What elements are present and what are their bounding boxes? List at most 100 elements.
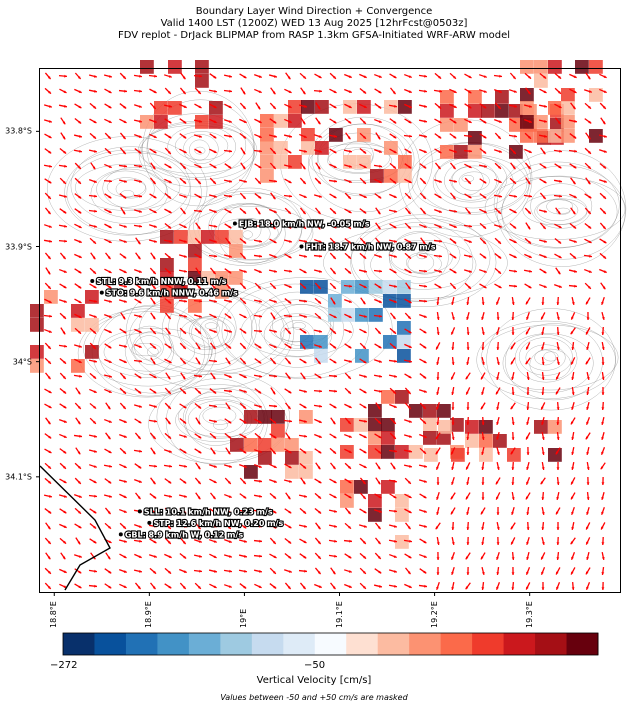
wind-arrow-head <box>571 392 575 395</box>
wind-arrow-head <box>93 120 97 123</box>
colorbar-swatch <box>314 633 347 655</box>
wind-arrow-head <box>93 270 96 274</box>
wind-arrow-head <box>481 527 485 530</box>
wind-arrow-head <box>407 571 411 575</box>
wind-arrow-head <box>153 210 157 213</box>
wind-arrow-head <box>124 164 127 168</box>
wind-arrow-head <box>465 496 469 500</box>
wind-arrow-head <box>123 479 127 483</box>
wind-arrow-head <box>393 120 397 124</box>
colorbar-frame <box>62 632 599 656</box>
wind-arrow-head <box>450 496 454 500</box>
wind-arrow-head <box>572 211 576 215</box>
wind-arrow-head <box>436 317 440 320</box>
wind-arrow-head <box>394 584 397 588</box>
wind-arrow-head <box>556 437 560 440</box>
wind-arrow-head <box>544 104 547 108</box>
wind-arrow-head <box>362 570 366 574</box>
wind-arrow-head <box>408 330 412 334</box>
wind-arrow-head <box>452 196 456 200</box>
convergence-cell <box>468 145 482 159</box>
wind-arrow-head <box>334 134 337 138</box>
wind-arrow-head <box>288 134 292 138</box>
wind-arrow-head <box>526 331 529 335</box>
wind-arrow-head <box>229 569 232 573</box>
wind-arrow-head <box>93 285 97 289</box>
wind-arrow-head <box>585 571 589 575</box>
terrain-contour <box>147 113 247 178</box>
wind-arrow-head <box>258 270 262 273</box>
wind-arrow-head <box>348 405 352 408</box>
station-dot <box>137 509 142 514</box>
wind-arrow-head <box>199 119 202 123</box>
wind-arrow-head <box>242 300 246 304</box>
wind-arrow-head <box>481 437 485 440</box>
wind-arrow-head <box>212 286 216 289</box>
wind-arrow-head <box>526 392 530 395</box>
wind-arrow-head <box>394 374 397 378</box>
convergence-cell <box>368 494 382 508</box>
station-dot <box>232 221 237 226</box>
wind-arrow-head <box>138 300 142 304</box>
wind-arrow-head <box>481 497 485 500</box>
wind-arrow-head <box>258 135 262 138</box>
terrain-contour <box>280 320 315 349</box>
wind-arrow-head <box>259 509 262 513</box>
wind-arrow-head <box>108 540 112 543</box>
wind-arrow-head <box>242 91 246 95</box>
wind-arrow-head <box>184 464 187 468</box>
wind-arrow-head <box>213 315 217 318</box>
wind-arrow-head <box>332 586 336 590</box>
wind-arrow-head <box>183 390 186 394</box>
wind-arrow-head <box>213 555 217 558</box>
colorbar-swatch <box>346 633 379 655</box>
wind-arrow-head <box>527 181 531 185</box>
wind-arrow-head <box>332 256 336 259</box>
terrain-contour <box>529 348 571 381</box>
terrain-contour <box>132 331 173 366</box>
colorbar-swatch <box>63 633 95 655</box>
convergence-cell <box>561 101 575 115</box>
wind-arrow-head <box>213 150 217 153</box>
wind-arrow-head <box>243 420 247 424</box>
wind-arrow-head <box>423 570 427 574</box>
wind-arrow-head <box>273 240 277 243</box>
wind-arrow-head <box>601 482 605 485</box>
x-tick-label: 18.8°E <box>49 601 59 628</box>
wind-arrow-head <box>153 195 157 199</box>
wind-arrow-head <box>168 585 172 589</box>
convergence-cell <box>314 280 328 294</box>
wind-arrow-head <box>197 466 201 470</box>
wind-arrow-head <box>183 330 186 334</box>
axis-ticks <box>36 130 531 596</box>
wind-arrow-head <box>332 241 336 244</box>
wind-arrow-head <box>572 181 576 185</box>
wind-arrow-head <box>197 91 201 94</box>
wind-arrow-head <box>481 467 485 470</box>
wind-arrow-head <box>107 135 111 139</box>
wind-arrow-head <box>242 286 246 289</box>
wind-arrow-head <box>528 150 532 153</box>
wind-arrow-head <box>257 106 261 110</box>
wind-arrow-head <box>394 359 397 363</box>
wind-arrow-head <box>496 451 500 455</box>
wind-arrow-head <box>48 104 52 108</box>
wind-arrow-head <box>108 494 112 498</box>
wind-arrow-head <box>257 211 261 215</box>
wind-arrow-head <box>409 449 412 453</box>
wind-arrow-head <box>78 330 81 334</box>
wind-arrow-head <box>77 391 81 395</box>
wind-arrow-head <box>466 332 470 335</box>
wind-arrow-head <box>303 450 307 454</box>
terrain-contour <box>536 199 579 221</box>
wind-arrow-head <box>409 359 412 363</box>
wind-arrow-head <box>272 226 276 230</box>
convergence-cell <box>368 418 382 432</box>
convergence-cell <box>437 404 451 418</box>
wind-arrow-head <box>588 90 592 93</box>
wind-arrow-head <box>573 255 577 259</box>
wind-arrow-head <box>94 359 97 363</box>
wind-arrow-head <box>64 344 67 348</box>
wind-arrow-head <box>63 510 67 514</box>
wind-arrow-head <box>468 120 472 123</box>
